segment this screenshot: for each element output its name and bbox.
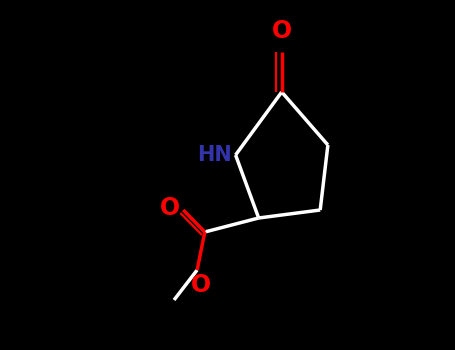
Text: O: O — [272, 19, 292, 43]
Text: O: O — [160, 196, 180, 220]
Text: O: O — [191, 273, 211, 298]
Text: HN: HN — [197, 145, 232, 165]
